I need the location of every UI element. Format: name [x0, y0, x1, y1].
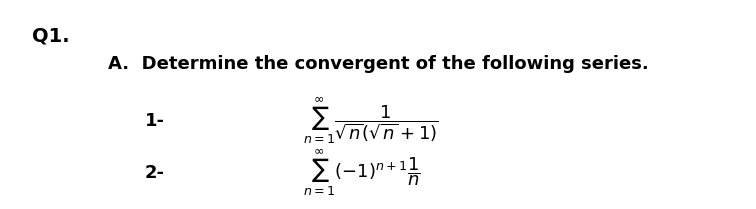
Text: $\sum_{n=1}^{\infty}(-1)^{n+1}\dfrac{1}{n}$: $\sum_{n=1}^{\infty}(-1)^{n+1}\dfrac{1}{…	[302, 148, 420, 198]
Text: 1-: 1-	[144, 112, 165, 130]
Text: $\sum_{n=1}^{\infty}\dfrac{1}{\sqrt{n}(\sqrt{n}+1)}$: $\sum_{n=1}^{\infty}\dfrac{1}{\sqrt{n}(\…	[302, 96, 438, 146]
Text: A.  Determine the convergent of the following series.: A. Determine the convergent of the follo…	[107, 55, 649, 73]
Text: 2-: 2-	[144, 164, 165, 182]
Text: Q1.: Q1.	[32, 26, 69, 45]
